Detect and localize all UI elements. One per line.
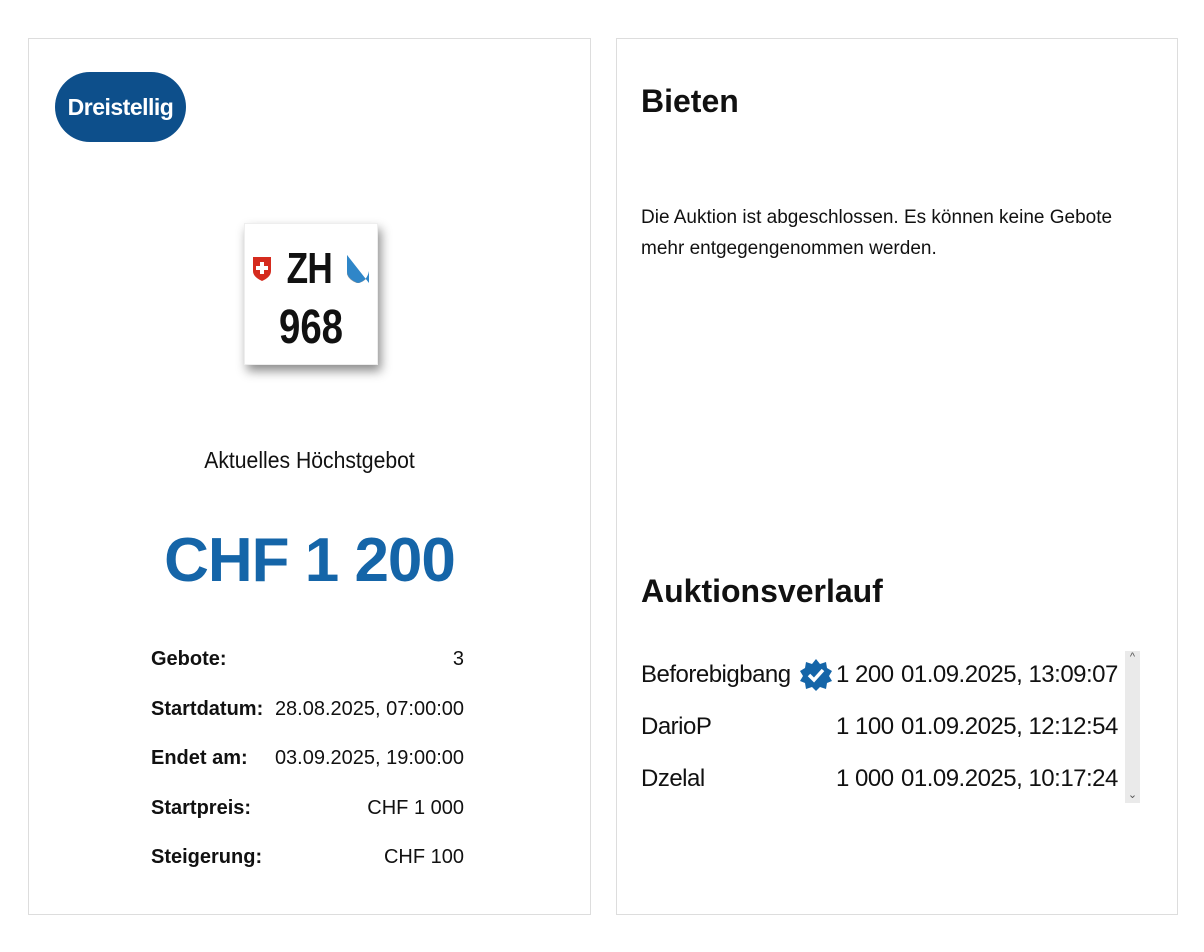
detail-value: 28.08.2025, 07:00:00 xyxy=(274,697,464,720)
bid-amount: 1 200 xyxy=(836,661,894,688)
history-title: Auktionsverlauf xyxy=(641,573,883,609)
scroll-up-icon[interactable]: ^ xyxy=(1129,651,1136,663)
bidder-name: DarioP xyxy=(641,713,712,740)
plate-number: 968 xyxy=(278,301,344,354)
detail-label: Startpreis: xyxy=(151,796,252,819)
history-scrollbar[interactable]: ^ ⌄ xyxy=(1125,651,1140,803)
bid-history-list: Beforebigbang 1 200 01.09.2025, 13:09:07 Da… xyxy=(641,649,1141,805)
bidding-panel: Bieten Die Auktion ist abgeschlossen. Es… xyxy=(616,38,1178,915)
bid-time: 01.09.2025, 12:12:54 xyxy=(901,713,1118,740)
category-badge[interactable]: Dreistellig xyxy=(55,72,186,142)
plate-canton: ZH xyxy=(286,244,332,293)
detail-label: Startdatum: xyxy=(151,697,264,720)
bid-amount: 1 000 xyxy=(836,765,894,792)
current-bid-label: Aktuelles Höchstgebot xyxy=(204,447,415,473)
auction-closed-message: Die Auktion ist abgeschlossen. Es können… xyxy=(641,207,1113,259)
zurich-shield-icon xyxy=(347,255,370,283)
detail-row: Startpreis: CHF 1 000 xyxy=(151,797,464,820)
detail-row: Steigerung: CHF 100 xyxy=(151,846,464,869)
detail-row: Gebote: 3 xyxy=(151,648,464,671)
bid-time: 01.09.2025, 13:09:07 xyxy=(901,661,1118,688)
detail-row: Startdatum: 28.08.2025, 07:00:00 xyxy=(151,698,464,721)
license-plate: ZH 968 xyxy=(244,223,378,365)
bidder-name: Dzelal xyxy=(641,765,705,792)
swiss-shield-icon xyxy=(252,257,271,281)
bid-amount: 1 100 xyxy=(836,713,894,740)
bidder-name: Beforebigbang xyxy=(641,661,791,688)
bid-history-row: Beforebigbang 1 200 01.09.2025, 13:09:07 xyxy=(641,649,1141,701)
detail-value: CHF 1 000 xyxy=(367,796,464,819)
bid-time: 01.09.2025, 10:17:24 xyxy=(901,765,1118,792)
detail-row: Endet am: 03.09.2025, 19:00:00 xyxy=(151,747,464,770)
detail-value: CHF 100 xyxy=(383,846,464,868)
current-bid-amount: CHF 1 200 xyxy=(164,526,456,595)
detail-label: Gebote: xyxy=(151,648,227,670)
bid-history-row: Dzelal 1 000 01.09.2025, 10:17:24 xyxy=(641,753,1141,805)
detail-value: 03.09.2025, 19:00:00 xyxy=(274,747,464,769)
detail-label: Steigerung: xyxy=(151,846,263,868)
detail-label: Endet am: xyxy=(151,747,248,769)
bid-history-row: DarioP 1 100 01.09.2025, 12:12:54 xyxy=(641,701,1141,753)
detail-value: 3 xyxy=(452,648,464,670)
bid-title: Bieten xyxy=(641,83,739,119)
scroll-down-icon[interactable]: ⌄ xyxy=(1127,789,1138,801)
verified-badge-icon xyxy=(799,659,832,691)
auction-summary-panel: Dreistellig ZH 968 Aktuelles Höchstgebot… xyxy=(28,38,591,915)
